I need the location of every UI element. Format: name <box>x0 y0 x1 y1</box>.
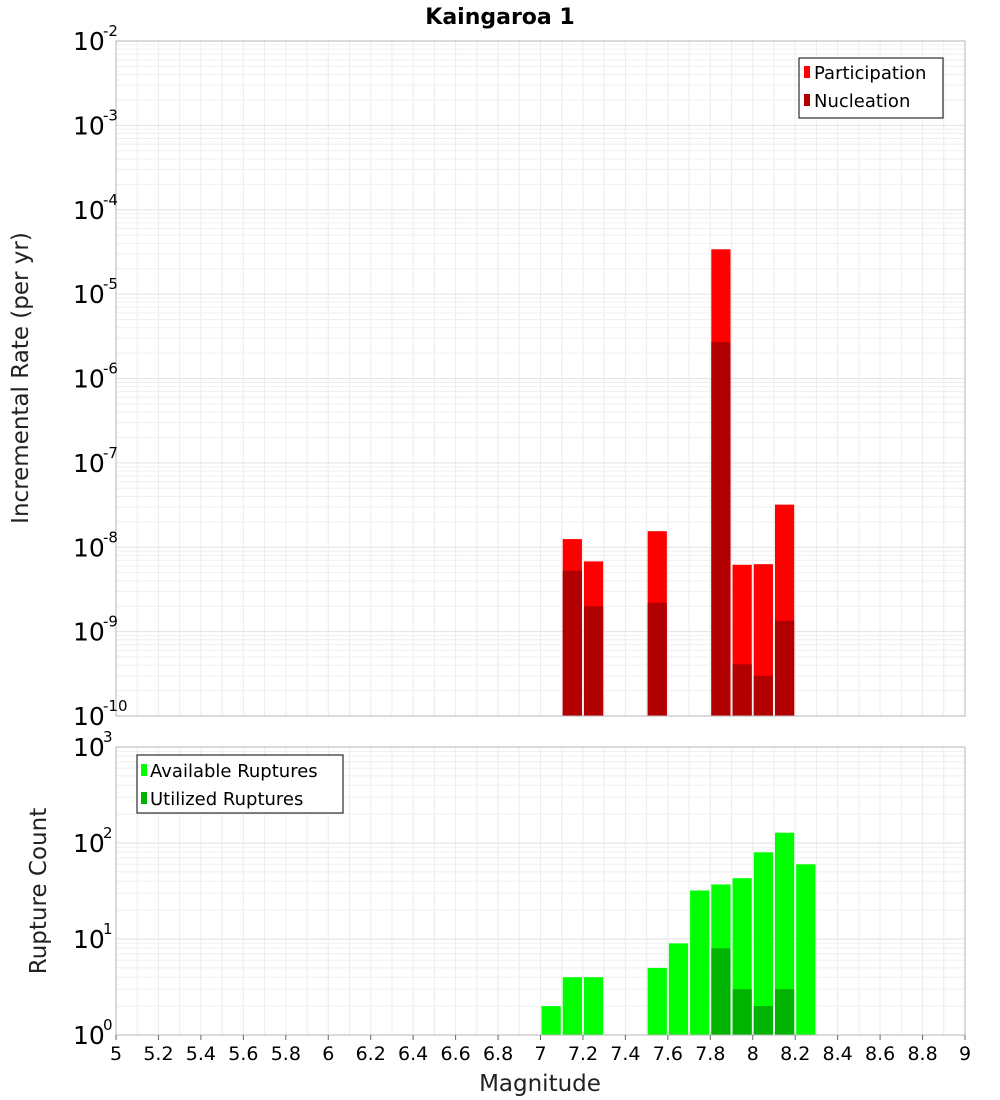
y-tick-label-base: 10 <box>73 365 105 394</box>
rate-legend: Participation Nucleation <box>798 57 944 119</box>
legend-label-nucleation: Nucleation <box>814 91 910 112</box>
y-tick-label-exponent: 3 <box>103 728 113 746</box>
x-tick-label: 7.6 <box>653 1043 683 1065</box>
count-bar-utilized <box>732 989 752 1035</box>
x-tick-label: 8.6 <box>865 1043 895 1065</box>
rate-bar-nucleation <box>711 342 731 716</box>
legend-swatch-utilized <box>141 792 147 804</box>
y-tick-label-exponent: 1 <box>103 920 113 938</box>
x-tick-label: 5.6 <box>228 1043 258 1065</box>
x-tick-label: 8.4 <box>823 1043 853 1065</box>
x-tick-label: 7 <box>534 1043 546 1065</box>
y-tick-label-exponent: -6 <box>103 360 118 378</box>
count-y-axis-title: Rupture Count <box>26 808 52 974</box>
legend-label-utilized: Utilized Ruptures <box>150 789 303 810</box>
y-tick-label-exponent: 2 <box>103 824 113 842</box>
legend-swatch-available <box>141 764 147 776</box>
rate-bar-nucleation <box>753 675 773 716</box>
y-tick-label-exponent: -3 <box>103 106 118 124</box>
x-tick-label: 8 <box>747 1043 759 1065</box>
x-tick-label: 6.6 <box>440 1043 470 1065</box>
legend-swatch-nucleation <box>804 94 810 106</box>
count-bar-utilized <box>753 1006 773 1035</box>
x-tick-label: 8.2 <box>780 1043 810 1065</box>
x-tick-label: 7.4 <box>610 1043 640 1065</box>
count-bar-available <box>562 977 582 1035</box>
legend-swatch-participation <box>804 66 810 78</box>
y-tick-label-exponent: -2 <box>103 22 118 40</box>
y-tick-label-exponent: -9 <box>103 613 118 631</box>
count-legend: Available Ruptures Utilized Ruptures <box>136 754 344 814</box>
y-tick-label-exponent: -10 <box>103 697 128 715</box>
x-tick-label: 6.4 <box>398 1043 428 1065</box>
x-tick-label: 7.2 <box>568 1043 598 1065</box>
x-tick-label: 6.8 <box>483 1043 513 1065</box>
y-tick-label-exponent: -7 <box>103 444 118 462</box>
rate-plot-frame <box>115 40 966 717</box>
count-bar-available <box>647 967 667 1035</box>
y-tick-label-base: 10 <box>73 27 105 56</box>
rate-bar-nucleation <box>583 606 604 716</box>
y-tick-label-base: 10 <box>73 925 105 954</box>
rate-bar-nucleation <box>774 620 795 716</box>
y-tick-label-base: 10 <box>73 533 105 562</box>
count-bar-available <box>541 1006 561 1035</box>
count-bar-available <box>583 977 604 1035</box>
x-axis-ticks: 5 5.2 5.4 5.6 5.8 6 6.2 6.4 6.6 6.8 7 7.2 7.4 7.6 7.8 8… <box>110 1035 971 1065</box>
rate-grid <box>116 41 965 717</box>
count-bars <box>541 832 816 1035</box>
legend-label-participation: Participation <box>814 63 926 84</box>
x-tick-label: 5.8 <box>271 1043 301 1065</box>
x-tick-label: 5.2 <box>143 1043 173 1065</box>
rate-bar-nucleation <box>562 570 582 716</box>
rate-bars <box>562 249 795 716</box>
chart-title: Kaingaroa 1 <box>425 5 574 30</box>
count-legend-box <box>136 754 344 814</box>
y-tick-label-base: 10 <box>73 196 105 225</box>
rate-bar-nucleation <box>732 664 752 716</box>
x-axis-title: Magnitude <box>479 1071 601 1097</box>
rate-legend-box <box>798 57 944 119</box>
x-tick-label: 6 <box>322 1043 334 1065</box>
y-tick-label-exponent: 0 <box>103 1016 113 1034</box>
count-bar-available <box>774 832 795 1035</box>
count-bar-available <box>668 943 689 1035</box>
y-tick-label-exponent: -4 <box>103 191 118 209</box>
y-tick-label-base: 10 <box>73 449 105 478</box>
x-tick-label: 6.2 <box>356 1043 386 1065</box>
x-tick-label: 5 <box>110 1043 122 1065</box>
y-tick-label-base: 10 <box>73 702 105 731</box>
count-bar-utilized <box>774 989 795 1035</box>
x-tick-label: 9 <box>959 1043 971 1065</box>
y-tick-label-base: 10 <box>73 1021 105 1050</box>
y-tick-label-base: 10 <box>73 618 105 647</box>
count-bar-available <box>796 864 816 1035</box>
y-tick-label-exponent: -8 <box>103 528 118 546</box>
y-tick-label-base: 10 <box>73 280 105 309</box>
y-tick-label-exponent: -5 <box>103 275 118 293</box>
y-tick-label-base: 10 <box>73 111 105 140</box>
x-tick-label: 7.8 <box>695 1043 725 1065</box>
rate-bar-nucleation <box>647 602 667 716</box>
count-bar-available <box>753 852 773 1035</box>
y-tick-label-base: 10 <box>73 829 105 858</box>
count-bar-utilized <box>711 948 731 1035</box>
rate-y-axis-title: Incremental Rate (per yr) <box>8 232 34 524</box>
count-bar-available <box>690 890 710 1035</box>
x-tick-label: 5.4 <box>186 1043 216 1065</box>
legend-label-available: Available Ruptures <box>150 761 318 782</box>
y-tick-label-base: 10 <box>73 733 105 762</box>
x-tick-label: 8.8 <box>907 1043 937 1065</box>
